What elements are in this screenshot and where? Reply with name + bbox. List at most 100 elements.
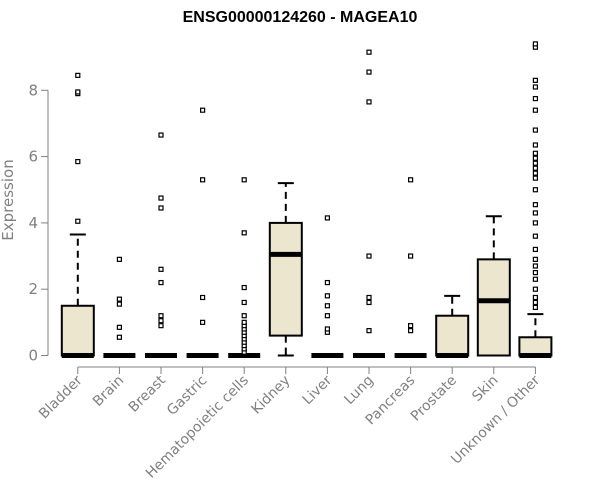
outlier-point [532, 84, 539, 90]
outlier-point [241, 319, 247, 325]
outlier-point [158, 318, 164, 324]
outlier-point [200, 177, 206, 183]
outlier-point [532, 270, 539, 276]
outlier-point [366, 69, 372, 75]
outlier-point [158, 132, 164, 138]
outlier-point [366, 328, 372, 334]
outlier-point [241, 313, 247, 319]
outlier-point [241, 299, 247, 306]
box [435, 314, 470, 357]
outlier-point [324, 313, 330, 319]
box-group [103, 256, 136, 358]
outlier-point [532, 77, 539, 83]
outlier-point [324, 279, 330, 286]
box-group [435, 294, 470, 358]
outlier-point [408, 253, 414, 259]
outlier-point [324, 293, 330, 299]
outlier-point [324, 303, 330, 309]
y-tick-label: 8 [28, 81, 38, 99]
outlier-point [532, 155, 539, 161]
x-tick-label: Lung [341, 373, 376, 408]
box-group [518, 41, 553, 358]
box [268, 221, 303, 337]
outlier-point [158, 266, 164, 272]
outlier-point [366, 294, 372, 301]
outlier-point [532, 220, 539, 226]
outlier-point [532, 286, 539, 292]
outlier-point [532, 95, 539, 102]
outlier-point [532, 150, 539, 156]
outlier-point [116, 296, 123, 302]
box-group [228, 177, 261, 358]
outlier-point [532, 202, 539, 208]
outlier-point [532, 256, 539, 262]
outlier-point [366, 49, 372, 55]
box-group [145, 132, 177, 358]
box-group [476, 215, 511, 357]
outlier-point [532, 160, 539, 166]
y-tick-label: 4 [28, 214, 38, 232]
outlier-point [200, 319, 206, 325]
box [60, 304, 95, 357]
outlier-point [116, 256, 123, 262]
box-group [353, 49, 385, 358]
y-tick-label: 2 [28, 280, 38, 298]
outlier-point [116, 334, 123, 340]
outlier-point [408, 323, 414, 329]
outlier-point [158, 279, 164, 286]
chart-title: ENSG00000124260 - MAGEA10 [183, 9, 418, 26]
outlier-point [158, 195, 164, 201]
x-tick-label: Liver [300, 372, 336, 408]
outlier-point [158, 313, 164, 319]
outlier-point [532, 299, 539, 306]
box-group [186, 107, 219, 358]
outlier-point [158, 323, 164, 329]
plot-area [60, 41, 553, 358]
y-tick-label: 6 [28, 148, 38, 166]
outlier-point [75, 89, 81, 95]
outlier-point [532, 127, 539, 133]
x-tick-label: Breast [126, 372, 170, 416]
outlier-point [324, 326, 330, 332]
outlier-point [408, 328, 414, 334]
outlier-point [366, 299, 372, 306]
outlier-point [532, 142, 539, 148]
outlier-point [532, 263, 539, 269]
outlier-point [532, 304, 539, 311]
outlier-point [532, 276, 539, 282]
outlier-point [532, 107, 539, 113]
x-tick-label: Kidney [249, 373, 294, 418]
box [518, 336, 553, 357]
outlier-point [116, 324, 123, 330]
outlier-point [241, 177, 247, 183]
outlier-point [532, 294, 539, 301]
outlier-point [75, 72, 81, 78]
outlier-point [532, 210, 539, 216]
outlier-point [532, 165, 539, 171]
outlier-point [366, 253, 372, 259]
outlier-point [158, 205, 164, 211]
outlier-point [200, 107, 206, 113]
y-axis: 0 2 4 6 8 [28, 81, 49, 365]
outlier-point [200, 294, 206, 301]
outlier-point [532, 175, 539, 181]
outlier-point [532, 41, 539, 47]
box-group [268, 182, 303, 357]
y-axis-label: Expression [0, 159, 17, 240]
outlier-point [241, 230, 247, 236]
box-group [60, 72, 95, 358]
outlier-point [116, 301, 123, 307]
x-tick-label: Bladder [36, 372, 86, 422]
outlier-point [532, 170, 539, 176]
x-tick-label: Skin [469, 373, 501, 405]
outlier-point [324, 215, 330, 221]
outlier-point [408, 177, 414, 183]
outlier-point [532, 246, 539, 253]
outlier-point [532, 187, 539, 193]
x-tick-label: Prostate [408, 373, 460, 425]
x-tick-label: Brain [90, 373, 127, 410]
y-tick-label: 0 [28, 347, 38, 365]
outlier-point [75, 158, 81, 165]
